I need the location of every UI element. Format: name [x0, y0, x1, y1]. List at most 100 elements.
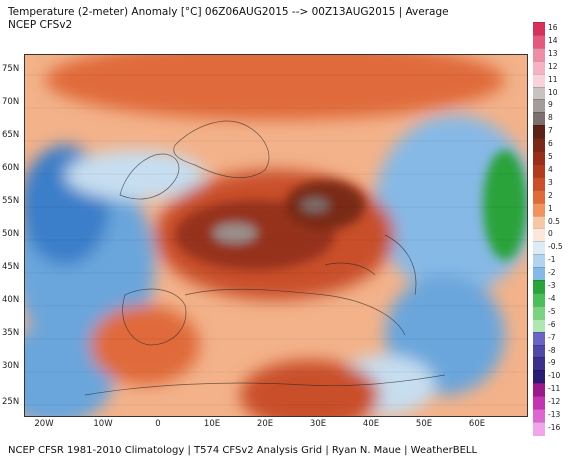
colorbar-swatch [533, 99, 545, 114]
colorbar-label: -16 [548, 422, 561, 432]
colorbar-swatch [533, 138, 545, 152]
colorbar-swatch [533, 176, 545, 191]
lat-label: 50N [2, 229, 20, 239]
colorbar-swatch [533, 60, 545, 75]
lon-label: 10E [203, 419, 221, 429]
colorbar-label: 11 [548, 74, 558, 84]
lat-label: 75N [2, 64, 20, 74]
anomaly-map [24, 54, 528, 417]
colorbar-label: 0.5 [548, 216, 560, 226]
lat-label: 70N [2, 97, 20, 107]
germany-extreme [213, 223, 257, 243]
lon-label: 30E [309, 419, 327, 429]
colorbar-label: 5 [548, 152, 553, 161]
urals-green [483, 150, 527, 260]
colorbar-label: -12 [548, 397, 561, 407]
colorbar-label: 16 [548, 23, 558, 32]
colorbar-label: -5 [548, 306, 556, 316]
colorbar-swatch [533, 357, 545, 372]
colorbar-swatch [533, 86, 545, 101]
colorbar-swatch [533, 280, 545, 294]
colorbar-swatch [533, 228, 545, 243]
lon-label: 20W [34, 419, 54, 429]
colorbar-swatch [533, 305, 545, 320]
colorbar-swatch [533, 409, 545, 423]
colorbar-label: -1 [548, 255, 556, 265]
lat-label: 65N [2, 130, 20, 140]
colorbar-swatch [533, 189, 545, 204]
colorbar-swatch [533, 215, 545, 230]
colorbar-label: -3 [548, 281, 556, 290]
colorbar-swatch [533, 344, 545, 359]
lon-label: 20E [256, 419, 274, 429]
colorbar-label: 1 [548, 203, 553, 213]
colorbar-swatch [533, 151, 545, 165]
colorbar-swatch [533, 125, 545, 140]
anomaly-field [25, 55, 527, 416]
colorbar-swatch [533, 47, 545, 62]
colorbar-swatch [533, 202, 545, 217]
colorbar-label: -6 [548, 319, 556, 329]
colorbar-swatch [533, 254, 545, 269]
colorbar-swatch [533, 421, 545, 436]
colorbar-swatch [533, 163, 545, 178]
colorbar-label: 6 [548, 139, 553, 149]
lon-label: 60E [468, 419, 486, 429]
colorbar-label: -8 [548, 345, 556, 355]
colorbar-label: 3 [548, 177, 553, 187]
colorbar-swatch [533, 331, 545, 346]
colorbar-swatch [533, 112, 545, 127]
colorbar-label: 4 [548, 164, 553, 174]
colorbar-label: -9 [548, 358, 556, 368]
russia-cool [375, 115, 527, 295]
north-sea-cool [65, 150, 205, 200]
map-title: Temperature (2-meter) Anomaly [°C] 06Z06… [8, 6, 449, 18]
colorbar-label: -13 [548, 410, 561, 419]
colorbar-label: 0 [548, 229, 553, 239]
colorbar-label: -4 [548, 293, 556, 303]
graticule [25, 74, 527, 406]
colorbar-swatch [533, 370, 545, 385]
colorbar-swatch [533, 241, 545, 256]
colorbar-swatch [533, 73, 545, 88]
colorbar-label: 14 [548, 35, 558, 45]
colorbar [533, 22, 545, 436]
arctic-warm-band [45, 55, 505, 120]
colorbar-label: -7 [548, 332, 556, 342]
colorbar-swatch [533, 267, 545, 281]
colorbar-swatch [533, 292, 545, 307]
colorbar-label: 9 [548, 100, 553, 110]
lat-label: 40N [2, 295, 20, 305]
colorbar-label: -0.5 [548, 242, 563, 252]
poland-extreme [301, 198, 329, 212]
colorbar-swatch [533, 22, 545, 36]
colorbar-label: 13 [548, 48, 558, 58]
colorbar-swatch [533, 318, 545, 333]
lat-label: 60N [2, 163, 20, 173]
colorbar-swatch [533, 34, 545, 49]
colorbar-swatch [533, 383, 545, 398]
lat-label: 25N [2, 397, 20, 407]
colorbar-label: 2 [548, 190, 553, 200]
iberia-warm [90, 305, 200, 385]
colorbar-label: -10 [548, 371, 561, 381]
lon-label: 50E [415, 419, 433, 429]
colorbar-label: -11 [548, 384, 561, 394]
colorbar-label: -2 [548, 268, 556, 278]
colorbar-label: 8 [548, 113, 553, 123]
map-source: NCEP CFSv2 [8, 19, 73, 31]
lat-label: 35N [2, 328, 20, 338]
footer-credits: NCEP CFSR 1981-2010 Climatology | T574 C… [8, 445, 478, 456]
colorbar-label: 12 [548, 61, 558, 71]
egypt-heat [240, 360, 380, 416]
lat-label: 55N [2, 196, 20, 206]
colorbar-label: 7 [548, 126, 553, 136]
lon-label: 0 [155, 419, 161, 429]
lat-label: 30N [2, 361, 20, 371]
colorbar-label: 10 [548, 87, 558, 97]
colorbar-swatch [533, 396, 545, 410]
coastlines [84, 120, 446, 396]
lat-label: 45N [2, 262, 20, 272]
lon-label: 40E [362, 419, 380, 429]
lon-label: 10W [93, 419, 113, 429]
